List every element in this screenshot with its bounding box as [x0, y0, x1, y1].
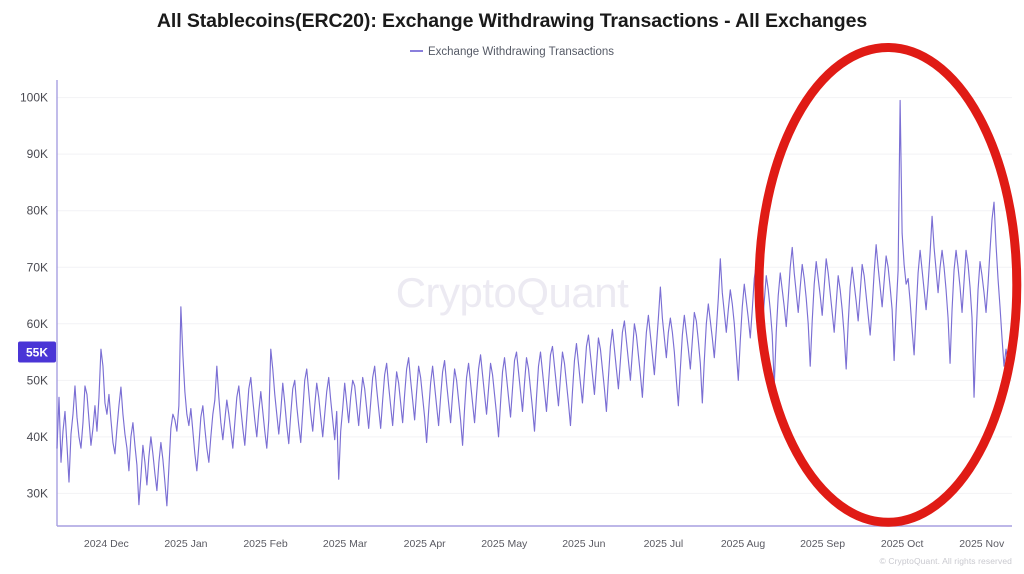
chart-annotations — [754, 43, 1022, 527]
x-axis-tick-label: 2025 Sep — [800, 538, 845, 550]
x-axis-tick-label: 2025 Mar — [323, 538, 368, 550]
x-axis-labels: 2024 Dec 2025 Jan 2025 Feb 2025 Mar 2025 Apr… — [84, 538, 1005, 550]
y-axis-tick-label: 90K — [27, 147, 48, 161]
x-axis-tick-label: 2025 May — [481, 538, 528, 550]
y-axis-tick-label: 100K — [20, 91, 48, 105]
grid-lines — [57, 97, 1012, 494]
x-axis-tick-label: 2025 Oct — [881, 538, 924, 550]
x-axis-tick-label: 2025 Nov — [959, 538, 1005, 550]
y-axis-tick-label: 30K — [27, 486, 48, 500]
y-axis-tick-label: 50K — [27, 373, 48, 387]
chart-title: All Stablecoins(ERC20): Exchange Withdra… — [156, 10, 868, 32]
series-line-exchange-withdrawing-transactions — [56, 99, 1013, 507]
x-axis-tick-label: 2025 Jun — [562, 538, 605, 550]
y-axis-labels: 30K 40K 50K 60K 70K 80K 90K 100K — [20, 91, 48, 501]
y-axis-highlight-badge: 55K — [18, 341, 56, 363]
x-axis-tick-label: 2025 Aug — [721, 538, 766, 550]
x-axis-tick-label: 2024 Dec — [84, 538, 129, 550]
y-axis-tick-label: 60K — [27, 317, 48, 331]
y-axis-tick-label: 70K — [27, 260, 48, 274]
legend-label: Exchange Withdrawing Transactions — [427, 46, 614, 58]
cryptoquant-watermark: CryptoQuant — [395, 269, 629, 316]
red-highlight-circle — [754, 43, 1022, 527]
copyright-notice: © CryptoQuant. All rights reserved — [879, 556, 1012, 566]
x-axis-tick-label: 2025 Jul — [644, 538, 684, 550]
y-axis-highlight-badge-label: 55K — [26, 346, 48, 360]
legend-color-swatch-icon — [409, 50, 423, 52]
x-axis-tick-label: 2025 Apr — [404, 538, 447, 550]
x-axis-tick-label: 2025 Feb — [243, 538, 288, 550]
y-axis-tick-label: 80K — [27, 204, 48, 218]
y-axis-highlight-badge-bg — [18, 341, 56, 363]
y-axis-tick-label: 40K — [27, 430, 48, 444]
chart-legend: Exchange Withdrawing Transactions — [0, 46, 1024, 58]
x-axis-tick-label: 2025 Jan — [164, 538, 207, 550]
